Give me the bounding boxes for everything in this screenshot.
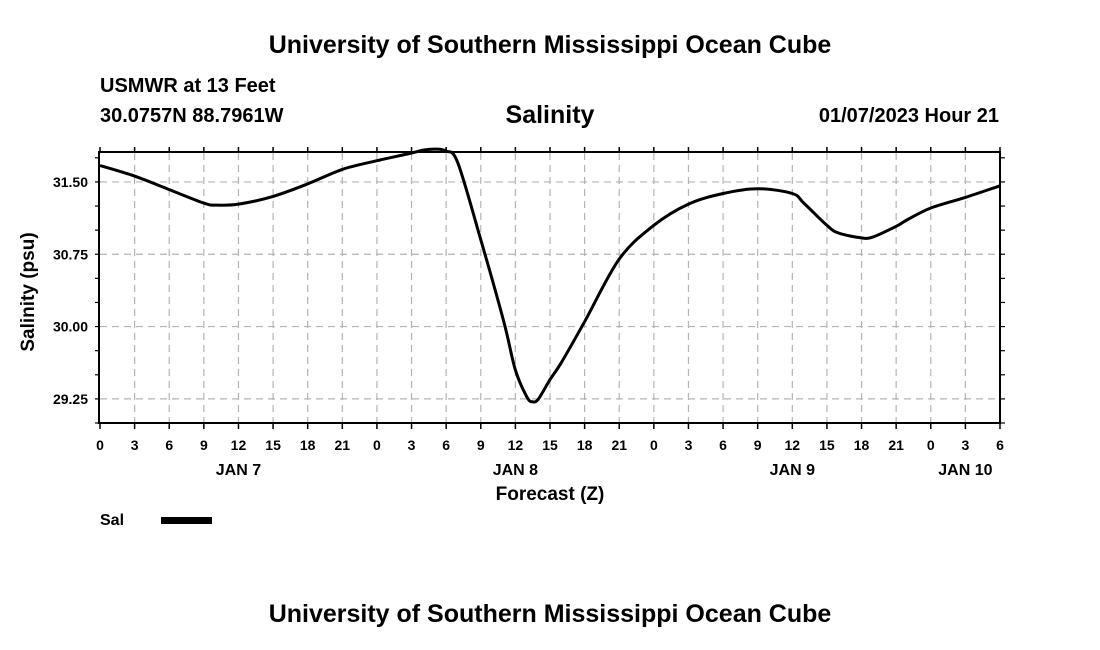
x-tick-label: 6 <box>996 437 1004 453</box>
x-tick-label: 9 <box>200 437 208 453</box>
x-tick-label: 3 <box>408 437 416 453</box>
x-tick-label: 18 <box>300 437 316 453</box>
x-tick-label: 3 <box>685 437 693 453</box>
station-coordinates: 30.0757N 88.7961W <box>100 105 284 127</box>
x-tick-label: 9 <box>754 437 762 453</box>
x-tick-label: 12 <box>231 437 247 453</box>
x-tick-label: 3 <box>131 437 139 453</box>
x-tick-label: 0 <box>373 437 381 453</box>
x-tick-label: 6 <box>442 437 450 453</box>
day-label: JAN 9 <box>770 462 815 479</box>
day-label: JAN 10 <box>938 462 992 479</box>
x-tick-label: 0 <box>927 437 935 453</box>
x-tick-label: 15 <box>542 437 558 453</box>
y-axis-label: Salinity (psu) <box>18 232 39 351</box>
y-tick-label: 29.25 <box>53 391 88 407</box>
x-tick-label: 6 <box>165 437 173 453</box>
day-label: JAN 7 <box>216 462 261 479</box>
x-tick-label: 18 <box>577 437 593 453</box>
x-tick-label: 12 <box>508 437 524 453</box>
x-tick-label: 6 <box>719 437 727 453</box>
day-label: JAN 8 <box>493 462 538 479</box>
x-tick-label: 21 <box>335 437 351 453</box>
salinity-series-line <box>99 147 1001 404</box>
y-axis-tick-labels: 29.25 30.00 30.75 31.50 <box>53 174 88 407</box>
x-tick-label: 12 <box>785 437 801 453</box>
x-tick-label: 0 <box>650 437 658 453</box>
plot-frame <box>98 151 1001 424</box>
y-tick-label: 30.00 <box>53 319 88 335</box>
chart-title: Salinity <box>505 101 595 129</box>
chart-grid <box>100 153 1000 423</box>
x-tick-label: 15 <box>819 437 835 453</box>
forecast-timestamp: 01/07/2023 Hour 21 <box>818 105 999 127</box>
y-tick-label: 31.50 <box>53 174 88 190</box>
x-axis-label: Forecast (Z) <box>496 484 605 505</box>
x-tick-label: 18 <box>854 437 870 453</box>
x-tick-label: 21 <box>888 437 904 453</box>
footer-title: University of Southern Mississippi Ocean… <box>268 600 832 628</box>
x-tick-label: 9 <box>477 437 485 453</box>
legend-label: Sal <box>100 512 124 529</box>
day-labels: JAN 7 JAN 8 JAN 9 JAN 10 <box>216 462 993 479</box>
x-tick-label: 0 <box>96 437 104 453</box>
station-label: USMWR at 13 Feet <box>100 75 276 97</box>
x-tick-label: 21 <box>611 437 627 453</box>
page-title: University of Southern Mississippi Ocean… <box>268 31 832 59</box>
x-axis-tick-labels: 0 3 6 9 12 15 18 21 0 3 6 9 12 15 18 21 0 3 6 9 12 15 18 21 0 3 6 <box>96 437 1004 453</box>
x-tick-label: 15 <box>265 437 281 453</box>
y-tick-label: 30.75 <box>53 246 88 262</box>
x-tick-label: 3 <box>961 437 969 453</box>
